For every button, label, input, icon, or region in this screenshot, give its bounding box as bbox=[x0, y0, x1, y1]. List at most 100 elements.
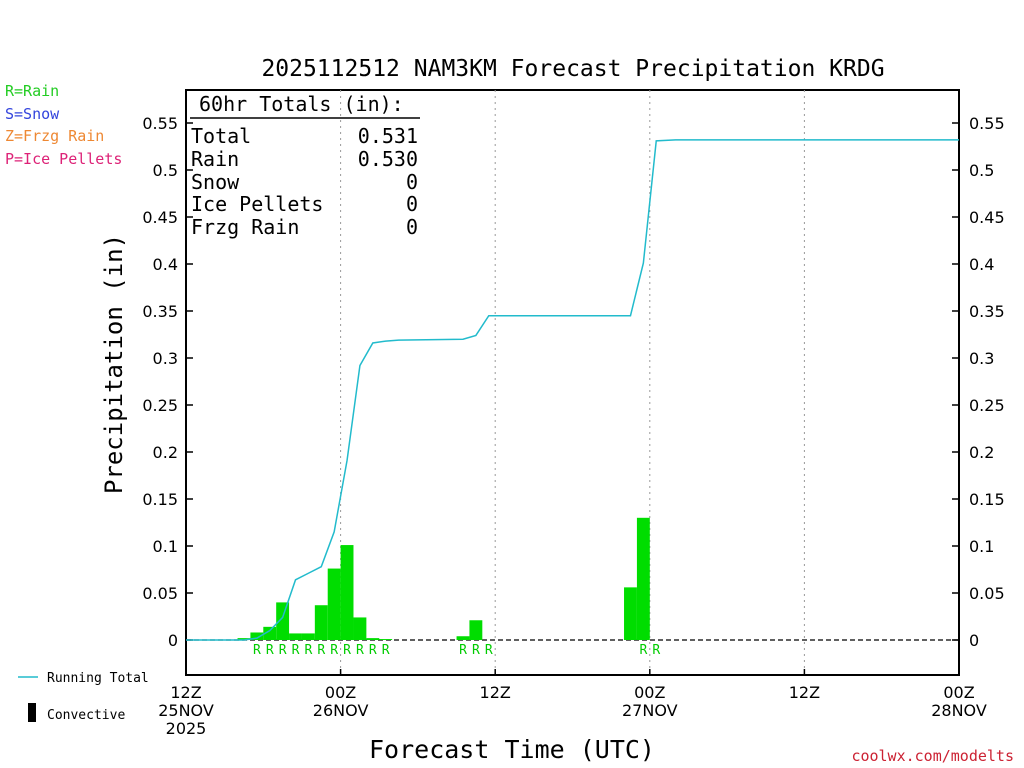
y-tick-label-right: 0.3 bbox=[969, 349, 994, 368]
rain-marker: R bbox=[266, 643, 274, 658]
rain-bar bbox=[314, 605, 328, 640]
rain-bar bbox=[624, 587, 637, 640]
totals-rain-label: Rain bbox=[191, 147, 239, 171]
rain-marker: R bbox=[253, 643, 261, 658]
rain-bar bbox=[456, 636, 470, 640]
y-tick-label-right: 0.35 bbox=[969, 302, 1005, 321]
running-total-legend-label: Running Total bbox=[47, 671, 149, 686]
legend-rain: R=Rain bbox=[5, 82, 59, 100]
y-tick-label-left: 0.35 bbox=[142, 302, 178, 321]
plot-frame bbox=[185, 89, 960, 676]
rain-bar bbox=[340, 545, 354, 640]
convective-legend-swatch bbox=[28, 703, 36, 722]
rain-bar bbox=[379, 639, 393, 640]
x-tick-label: 00Z bbox=[943, 683, 974, 702]
chart-title: 2025112512 NAM3KM Forecast Precipitation… bbox=[261, 56, 884, 82]
totals-frzg-label: Frzg Rain bbox=[191, 215, 299, 239]
y-tick-label-left: 0 bbox=[168, 631, 178, 650]
rain-marker: R bbox=[639, 643, 647, 658]
y-tick-label-left: 0.5 bbox=[153, 161, 178, 180]
rain-marker: R bbox=[304, 643, 312, 658]
rain-bar bbox=[353, 617, 367, 640]
x-tick-label: 2025 bbox=[166, 719, 207, 738]
y-tick-label-left: 0.45 bbox=[142, 208, 178, 227]
rain-marker: R bbox=[369, 643, 377, 658]
totals-rain-value: 0.530 bbox=[358, 147, 418, 171]
y-tick-label-right: 0.5 bbox=[969, 161, 994, 180]
y-tick-label-left: 0.3 bbox=[153, 349, 178, 368]
rain-marker: R bbox=[330, 643, 338, 658]
rain-bar bbox=[301, 633, 315, 640]
y-tick-label-left: 0.05 bbox=[142, 584, 178, 603]
rain-marker: R bbox=[459, 643, 467, 658]
legend-snow: S=Snow bbox=[5, 105, 60, 123]
rain-bar bbox=[469, 620, 483, 640]
y-axis-label: Precipitation (in) bbox=[100, 234, 128, 494]
rain-marker: R bbox=[279, 643, 287, 658]
precip-type-legend: R=Rain S=Snow Z=Frzg Rain P=Ice Pellets bbox=[5, 82, 122, 168]
y-tick-label-left: 0.4 bbox=[153, 255, 178, 274]
totals-ice-value: 0 bbox=[406, 192, 418, 216]
rain-marker: R bbox=[317, 643, 325, 658]
y-tick-label-right: 0 bbox=[969, 631, 979, 650]
y-tick-label-right: 0.55 bbox=[969, 114, 1005, 133]
rain-bar bbox=[289, 633, 302, 640]
y-tick-label-right: 0.15 bbox=[969, 490, 1005, 509]
totals-total-label: Total bbox=[191, 124, 251, 148]
x-tick-label: 28NOV bbox=[931, 701, 987, 720]
rain-bar bbox=[250, 632, 264, 640]
rain-bar bbox=[263, 626, 277, 640]
rain-marker: R bbox=[382, 643, 390, 658]
y-tick-label-left: 0.1 bbox=[153, 537, 178, 556]
credit-text: coolwx.com/modelts bbox=[851, 747, 1014, 765]
y-tick-label-right: 0.2 bbox=[969, 443, 994, 462]
y-tick-label-left: 0.25 bbox=[142, 396, 178, 415]
rain-bar bbox=[327, 568, 341, 640]
rain-bar bbox=[237, 638, 251, 640]
y-tick-label-left: 0.15 bbox=[142, 490, 178, 509]
y-tick-label-right: 0.1 bbox=[969, 537, 994, 556]
x-axis-label: Forecast Time (UTC) bbox=[369, 735, 655, 764]
x-tick-label: 26NOV bbox=[313, 701, 369, 720]
totals-total-value: 0.531 bbox=[358, 124, 418, 148]
y-axis-right: 0 0.05 0.1 0.15 0.2 0.25 0.3 0.35 0.4 0.45 0.5 0.55 bbox=[952, 114, 1005, 650]
x-tick-label: 27NOV bbox=[622, 701, 678, 720]
rain-marker: R bbox=[343, 643, 351, 658]
totals-box: 60hr Totals (in): Total 0.531 Rain 0.530… bbox=[190, 92, 420, 239]
rain-bar bbox=[276, 602, 290, 640]
rain-marker: R bbox=[485, 643, 493, 658]
x-tick-label: 12Z bbox=[480, 683, 511, 702]
rain-bar bbox=[636, 517, 650, 640]
y-tick-label-left: 0.55 bbox=[142, 114, 178, 133]
y-tick-label-right: 0.45 bbox=[969, 208, 1005, 227]
totals-heading: 60hr Totals (in): bbox=[199, 92, 404, 116]
rain-bar bbox=[366, 638, 380, 640]
x-tick-label: 25NOV bbox=[158, 701, 214, 720]
y-tick-label-right: 0.05 bbox=[969, 584, 1005, 603]
rain-bars bbox=[237, 517, 650, 640]
totals-snow-label: Snow bbox=[191, 170, 240, 194]
rain-marker: R bbox=[472, 643, 480, 658]
totals-snow-value: 0 bbox=[406, 170, 418, 194]
y-tick-label-left: 0.2 bbox=[153, 443, 178, 462]
y-axis-left: 0 0.05 0.1 0.15 0.2 0.25 0.3 0.35 0.4 0.45 0.5 0.55 bbox=[142, 114, 193, 650]
totals-frzg-value: 0 bbox=[406, 215, 418, 239]
y-tick-label-right: 0.4 bbox=[969, 255, 994, 274]
legend-frzg-rain: Z=Frzg Rain bbox=[5, 127, 104, 145]
rain-marker: R bbox=[292, 643, 300, 658]
rain-marker: R bbox=[356, 643, 364, 658]
convective-legend-label: Convective bbox=[47, 708, 125, 723]
running-total-line bbox=[186, 139, 959, 641]
rain-marker: R bbox=[652, 643, 660, 658]
legend-ice-pellets: P=Ice Pellets bbox=[5, 150, 122, 168]
totals-ice-label: Ice Pellets bbox=[191, 192, 323, 216]
x-tick-label: 00Z bbox=[634, 683, 665, 702]
x-tick-label: 00Z bbox=[325, 683, 356, 702]
bottom-legend: Running Total Convective bbox=[18, 671, 149, 723]
x-tick-label: 12Z bbox=[170, 683, 201, 702]
x-tick-label: 12Z bbox=[789, 683, 820, 702]
y-tick-label-right: 0.25 bbox=[969, 396, 1005, 415]
